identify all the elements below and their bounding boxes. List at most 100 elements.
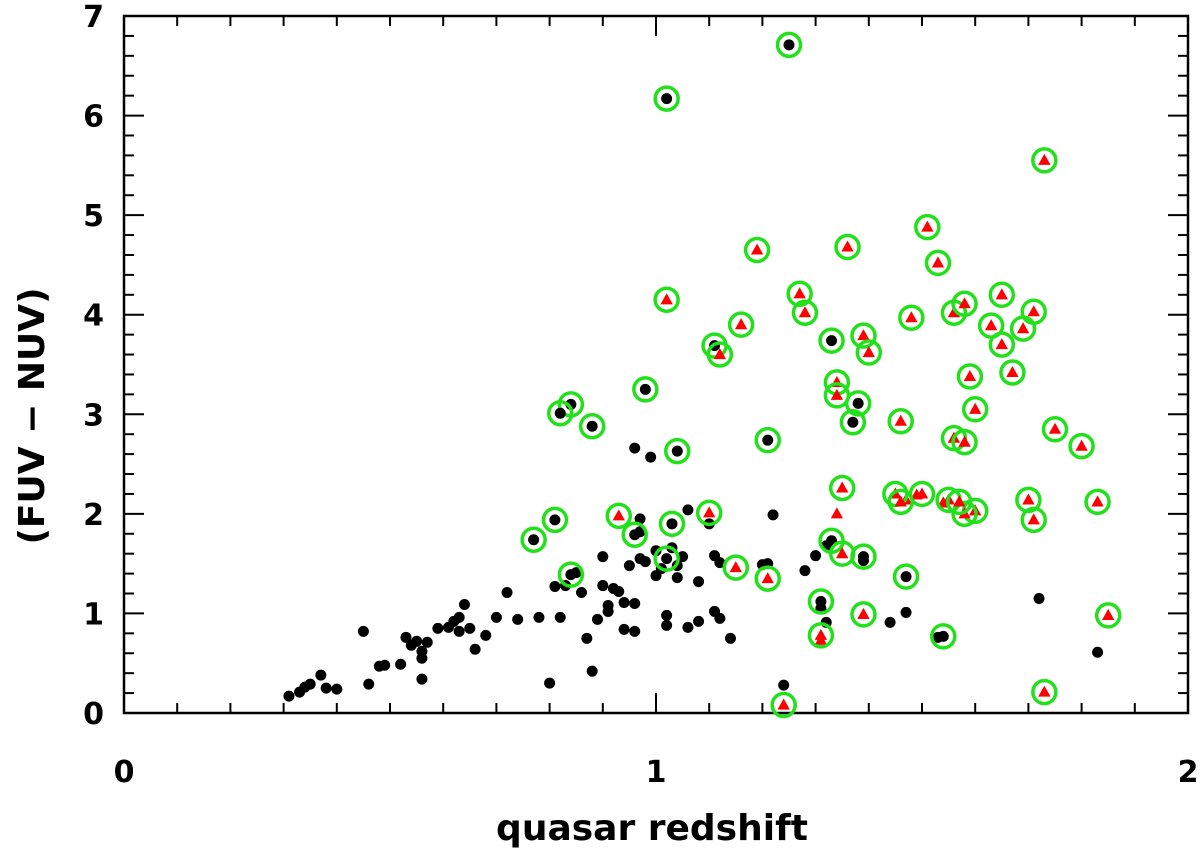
data-point-circle [767,509,779,521]
data-point-ring [818,327,845,354]
data-point-circle [395,658,407,670]
data-point-triangle [830,507,844,519]
data-point-circle [576,587,588,599]
data-point-triangle [857,329,870,341]
data-point-triangle [894,495,907,507]
data-point-circle [432,622,444,634]
data-point-ring [578,412,606,440]
data-point-circle [900,606,912,618]
data-point-circle [379,659,391,671]
data-point-circle [682,621,694,633]
data-point-circle [453,625,465,637]
data-point-ring [520,526,547,553]
data-point-ring [834,233,861,261]
data-point-ring [1020,506,1047,534]
data-point-circle [597,551,609,563]
data-point-triangle [729,561,742,573]
data-point-triangle [1048,422,1062,434]
data-point-triangle [1038,685,1051,697]
data-point-ring [743,236,771,264]
data-point-ring [999,359,1026,386]
data-point-circle [650,545,662,557]
data-point-ring [1031,678,1058,706]
data-point-triangle [1027,305,1040,317]
data-point-circle [671,445,683,457]
data-point-circle [1033,592,1045,604]
data-point-ring [770,691,797,719]
data-point-circle [512,613,524,625]
data-point-circle [581,632,593,644]
data-point-circle [714,612,726,624]
plot-frame [122,14,1190,715]
data-point-circle [400,631,412,643]
x-tick-label: 2 [1178,755,1199,790]
y-tick-label: 1 [83,597,104,632]
data-point-triangle [1006,365,1019,378]
data-point-circle [501,587,513,599]
data-point-ring [1084,488,1111,516]
data-point-circle [586,420,598,432]
data-point-circle [421,636,433,648]
data-point-ring [988,281,1016,309]
data-point-circle [724,632,736,644]
data-point-ring [653,85,680,112]
data-point-triangle [660,293,673,305]
y-tick-label: 7 [83,0,104,35]
data-point-circle [533,611,545,623]
data-point-circle [554,407,566,419]
data-point-circle [714,557,726,569]
data-point-ring [546,400,574,427]
data-point-ring [914,213,941,241]
data-point-ring [807,588,835,615]
data-point-circle [320,682,332,694]
data-point-circle [565,569,577,581]
data-point-circle [549,581,561,593]
data-point-circle [693,615,705,627]
data-point-ring [924,249,952,277]
data-point-circle [639,383,651,395]
data-point-circle [464,622,476,634]
data-point-triangle [894,414,907,426]
data-point-circle [528,534,540,546]
data-point-ring [653,286,680,314]
data-point-triangle [1022,493,1035,505]
data-point-triangle [963,369,977,381]
data-point-circle [693,576,705,588]
data-point-circle [357,625,369,637]
data-point-circle [682,504,694,516]
data-point-ring [775,31,803,59]
data-point-circle [458,598,470,610]
data-point-triangle [612,509,625,521]
data-point-triangle [995,338,1008,350]
tick-labels: 0 1 2 0 1 2 3 4 5 6 7 [83,0,1198,790]
data-points [283,31,1122,719]
data-point-circle [416,652,428,664]
data-point-ring [664,437,691,465]
data-point-circle [469,643,481,655]
data-point-triangle [734,318,748,330]
data-point-triangle [921,220,934,232]
x-tick-label: 1 [646,755,667,790]
data-point-triangle [995,288,1008,300]
data-point-triangle [836,547,849,559]
data-point-circle [363,678,375,690]
data-point-circle [783,39,795,51]
data-point-ring [839,409,867,436]
data-point-circle [661,93,673,105]
data-point-circle [623,560,635,572]
data-point-circle [634,513,646,525]
y-tick-label: 0 [83,697,104,732]
data-point-triangle [814,628,828,640]
data-point-triangle [958,297,971,309]
x-tick-label: 0 [114,755,135,790]
data-point-circle [629,442,641,454]
data-point-ring [621,521,648,549]
data-point-triangle [1016,322,1030,334]
data-point-circle [810,550,822,562]
data-point-triangle [905,311,918,323]
data-point-triangle [931,256,945,268]
data-point-circle [847,416,859,428]
data-point-ring [1031,147,1058,174]
data-point-ring [850,601,877,628]
